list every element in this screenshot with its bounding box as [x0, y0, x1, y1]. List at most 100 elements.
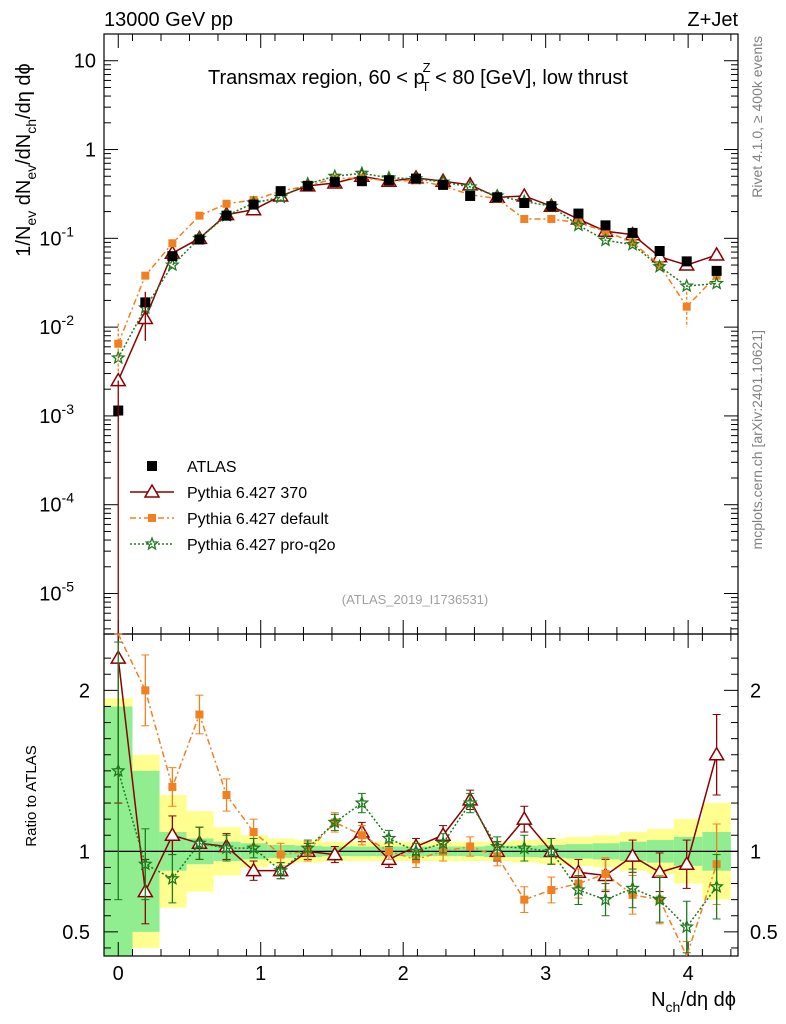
main-point-atlas	[356, 176, 367, 187]
ratio-point-pythia-6-427-pro-q2o	[246, 840, 261, 855]
title-sub: T	[422, 79, 430, 94]
main-point-pythia-6-427-default	[682, 302, 691, 311]
ratio-line-pythia-6-427-default	[117, 633, 718, 959]
main-point-atlas	[600, 220, 611, 231]
ratio-point-pythia-6-427-370	[326, 846, 344, 861]
main-point-atlas	[492, 192, 503, 203]
header-right: Z+Jet	[687, 9, 738, 31]
ratio-point-pythia-6-427-pro-q2o	[327, 814, 343, 829]
main-point-atlas	[383, 175, 394, 186]
main-ylabel: 1/Nev dNev/dNch/dη dϕ	[13, 63, 39, 256]
main-point-atlas	[681, 256, 692, 267]
ratio-point-pythia-6-427-370	[515, 810, 533, 825]
main-point-pythia-6-427-default	[574, 218, 583, 227]
main-point-atlas	[275, 186, 286, 197]
main-point-atlas	[546, 201, 557, 212]
analysis-tag: (ATLAS_2019_I1736531)	[342, 592, 488, 607]
main-point-pythia-6-427-pro-q2o	[679, 278, 695, 293]
legend-label-atlas: ATLAS	[187, 459, 237, 476]
main-point-pythia-6-427-default	[547, 215, 556, 224]
xtick-label: 2	[398, 963, 409, 985]
ratio-point-pythia-6-427-pro-q2o	[381, 830, 397, 845]
main-point-pythia-6-427-default	[222, 199, 231, 208]
legend-label-pythia-6-427-370: Pythia 6.427 370	[187, 485, 307, 502]
ratio-point-pythia-6-427-pro-q2o	[137, 856, 153, 871]
main-point-atlas	[248, 199, 259, 210]
ratio-point-pythia-6-427-370	[164, 826, 181, 841]
ratio-point-pythia-6-427-pro-q2o	[652, 891, 667, 906]
ratio-point-pythia-6-427-pro-q2o	[462, 795, 478, 810]
xtick-label: 3	[540, 963, 551, 985]
main-ytick-label: 10-4	[39, 490, 74, 517]
main-point-pythia-6-427-370	[708, 246, 725, 261]
ratio-ytick-label-right: 0.5	[750, 922, 778, 944]
ratio-point-pythia-6-427-370	[678, 855, 696, 870]
main-point-atlas	[167, 251, 178, 262]
main-point-atlas	[411, 173, 422, 184]
ratio-point-pythia-6-427-default	[276, 850, 285, 859]
title-sup: Z	[423, 60, 431, 75]
header-left: 13000 GeV pp	[104, 9, 233, 31]
ratio-point-pythia-6-427-370	[708, 746, 725, 761]
ratio-ytick-label: 1	[79, 841, 90, 863]
main-point-pythia-6-427-default	[195, 211, 204, 220]
main-point-atlas	[302, 180, 313, 191]
axes: 10 1 10-1 10-2 10-3 10-4 10-5 0 1 2 3 4 2 2 1 1 0.5 0.5	[39, 33, 778, 985]
main-point-pythia-6-427-default	[601, 227, 610, 236]
ratio-ytick-label: 2	[79, 680, 90, 702]
main-point-atlas	[573, 208, 584, 219]
main-point-atlas	[194, 234, 205, 245]
main-ytick-label: 10-2	[39, 312, 74, 339]
ratio-plot-frame	[103, 633, 739, 957]
ratio-ytick-label-right: 2	[750, 680, 761, 702]
ratio-point-pythia-6-427-default	[168, 782, 177, 791]
ratio-point-pythia-6-427-default	[601, 869, 610, 878]
main-ytick-label: 1	[85, 140, 96, 162]
legend-marker-pythia-6-427-370	[143, 483, 161, 498]
main-point-pythia-6-427-pro-q2o	[652, 258, 667, 273]
ratio-series	[109, 633, 725, 959]
main-ytick-label: 10-1	[39, 223, 74, 250]
main-point-atlas	[438, 179, 449, 190]
main-point-atlas	[654, 245, 665, 256]
ratio-point-pythia-6-427-pro-q2o	[191, 835, 207, 850]
xtick-label: 4	[683, 963, 694, 985]
title-pre: Transmax region, 60 < p	[208, 67, 425, 89]
main-point-atlas	[519, 197, 530, 208]
ratio-ytick-label: 0.5	[62, 922, 90, 944]
main-ytick-label: 10	[74, 51, 96, 73]
main-point-atlas	[329, 177, 340, 188]
ratio-ytick-label-right: 1	[750, 841, 761, 863]
ratio-point-pythia-6-427-default	[466, 842, 475, 851]
title-post: < 80 [GeV], low thrust	[430, 67, 629, 89]
ratio-point-pythia-6-427-default	[222, 791, 231, 799]
ratio-point-pythia-6-427-pro-q2o	[570, 882, 586, 897]
ratio-point-pythia-6-427-default	[384, 847, 393, 856]
main-point-pythia-6-427-pro-q2o	[709, 275, 724, 290]
mcplots-label: mcplots.cern.ch [arXiv:2401.10621]	[749, 330, 765, 549]
ratio-point-pythia-6-427-default	[141, 686, 150, 695]
legend: ATLAS Pythia 6.427 370 Pythia 6.427 defaul…	[130, 459, 336, 554]
ratio-point-pythia-6-427-pro-q2o	[625, 880, 641, 895]
legend-label-pythia-6-427-pro-q2o: Pythia 6.427 pro-q2o	[187, 537, 336, 554]
main-point-pythia-6-427-default	[655, 261, 664, 270]
main-ytick-label: 10-3	[39, 401, 74, 428]
main-point-atlas	[627, 227, 638, 238]
xtick-label: 0	[113, 963, 124, 985]
x-axis-label: Nch/dη dϕ	[651, 989, 736, 1015]
rivet-version-label: Rivet 4.1.0, ≥ 400k events	[749, 36, 765, 198]
main-ytick-label: 10-5	[39, 579, 74, 606]
ratio-point-pythia-6-427-pro-q2o	[354, 795, 370, 810]
ratio-point-pythia-6-427-pro-q2o	[544, 843, 559, 858]
ratio-point-pythia-6-427-default	[249, 828, 258, 837]
ratio-point-pythia-6-427-pro-q2o	[435, 835, 451, 850]
ratio-point-pythia-6-427-370	[624, 847, 641, 862]
ratio-point-pythia-6-427-default	[195, 710, 204, 719]
legend-marker-pythia-6-427-default	[148, 514, 156, 522]
ratio-ylabel: Ratio to ATLAS	[23, 745, 40, 846]
main-point-pythia-6-427-default	[520, 215, 529, 224]
ratio-point-pythia-6-427-pro-q2o	[709, 879, 724, 894]
ratio-point-pythia-6-427-pro-q2o	[165, 870, 180, 886]
main-point-pythia-6-427-pro-q2o	[571, 217, 586, 232]
main-line-pythia-6-427-default	[117, 177, 718, 345]
